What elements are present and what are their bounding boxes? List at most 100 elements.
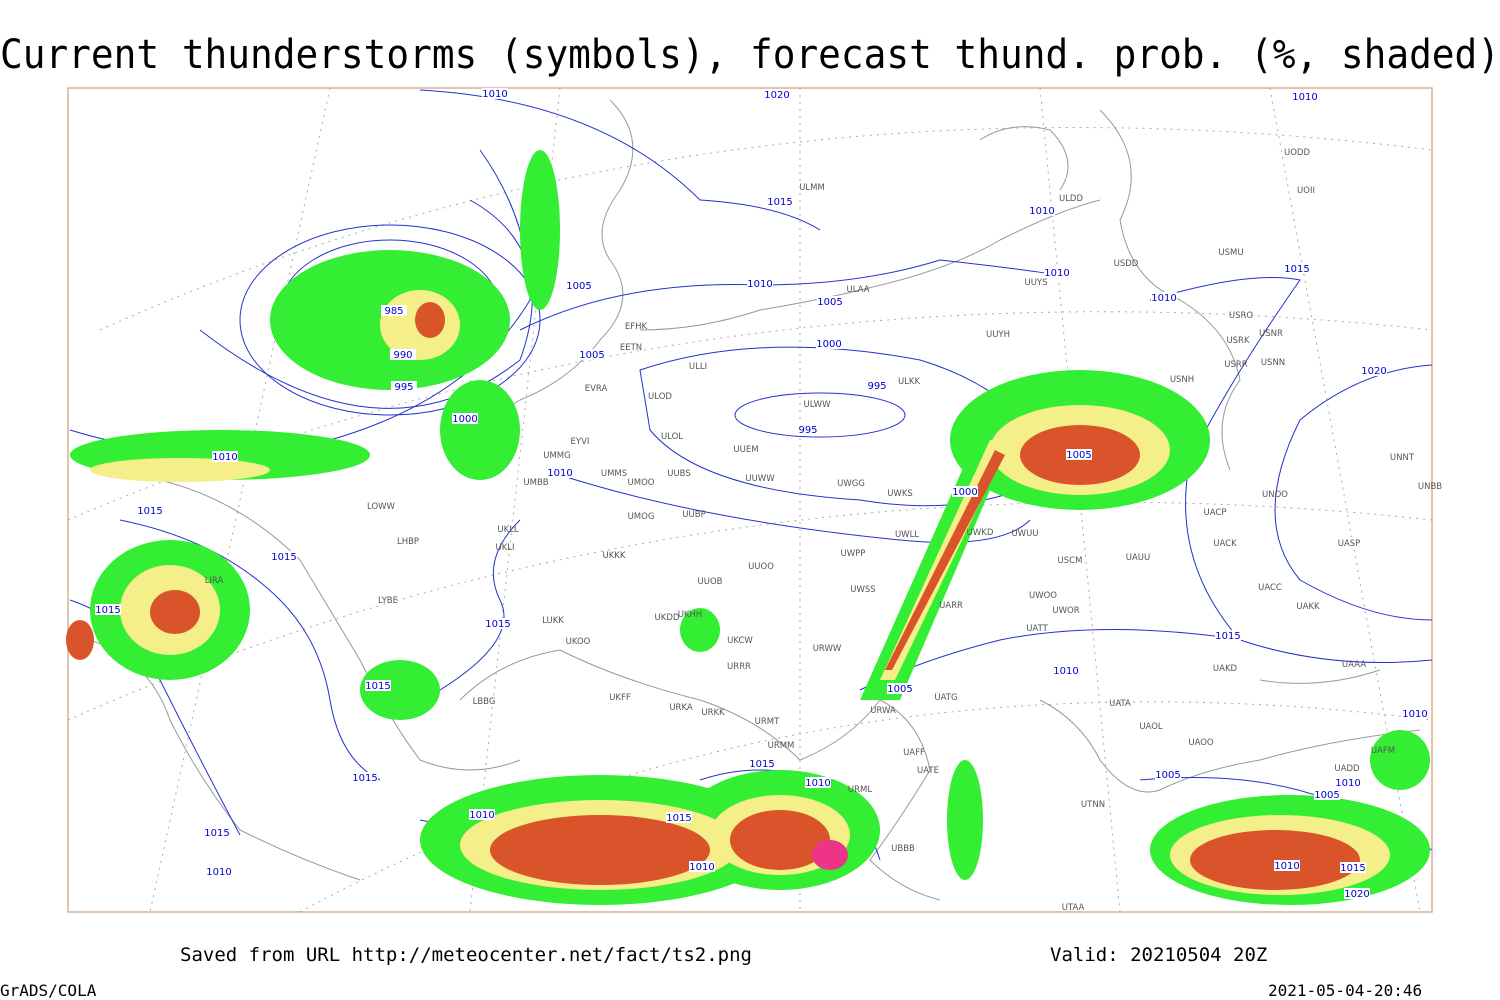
isobar-label-bg: [1292, 91, 1318, 102]
isobar-label: 995: [867, 381, 886, 392]
station-label: UMBB: [523, 478, 548, 488]
station-label: UACP: [1204, 508, 1227, 518]
station-label: ULWW: [804, 400, 832, 410]
isobar-label-bg: [1066, 449, 1092, 460]
station-label: UKCW: [727, 636, 753, 646]
isobar-label-bg: [579, 349, 605, 360]
footer-saved: Saved from URL http://meteocenter.net/fa…: [180, 944, 752, 966]
isobar-label: 1015: [137, 506, 162, 517]
station-label: UNNT: [1390, 453, 1415, 463]
isobar-label-bg: [817, 296, 843, 307]
isobar-label: 1010: [1029, 206, 1054, 217]
isobar-label: 1010: [1053, 666, 1078, 677]
station-label: UAFM: [1371, 746, 1395, 756]
isobar-label-bg: [767, 196, 793, 207]
coastlines: [89, 99, 1421, 901]
isobar-label: 1005: [1155, 770, 1180, 781]
isobar-label: 1010: [469, 810, 494, 821]
isobar-label-bg: [95, 604, 121, 615]
station-label: ULLI: [689, 362, 707, 372]
isobar-label-bg: [747, 278, 773, 289]
isobar-label: 1010: [747, 279, 772, 290]
station-label: LIRA: [205, 576, 224, 586]
station-label: UOII: [1297, 186, 1315, 196]
isobar-label-bg: [206, 866, 232, 877]
station-label: URKA: [669, 703, 693, 713]
isobar-label-bg: [864, 380, 890, 391]
station-label: UAFF: [903, 748, 925, 758]
station-label: UKKK: [603, 551, 626, 561]
station-label: EFHK: [625, 322, 648, 332]
isobar-label: 1015: [767, 197, 792, 208]
station-label: UKHH: [678, 610, 703, 620]
isobar-label: 1005: [1314, 790, 1339, 801]
isobar-label: 1015: [352, 773, 377, 784]
isobar-label: 1015: [271, 552, 296, 563]
isobar-label-bg: [485, 618, 511, 629]
station-label: UACK: [1213, 539, 1237, 549]
isobar-label: 1010: [805, 778, 830, 789]
station-label: USMU: [1218, 248, 1243, 258]
station-label: UWKD: [967, 528, 994, 538]
isobar-label-bg: [1340, 862, 1366, 873]
station-label: ULDD: [1059, 194, 1084, 204]
station-label: UUBP: [682, 510, 705, 520]
isobar-label-bg: [1274, 860, 1300, 871]
isobar-label: 1010: [1151, 293, 1176, 304]
footer-timestamp: 2021-05-04-20:46: [1268, 981, 1422, 1000]
station-label: URML: [848, 785, 872, 795]
station-label: UTNN: [1081, 800, 1105, 810]
station-label: UWGG: [837, 479, 865, 489]
station-label: UARR: [939, 601, 963, 611]
station-label: USRR: [1224, 360, 1248, 370]
isobar-label-bg: [1314, 789, 1340, 800]
station-label: UWPP: [841, 549, 866, 559]
station-label: UKLL: [497, 525, 519, 535]
isobar-label: 1015: [749, 759, 774, 770]
station-label: UUEM: [733, 445, 758, 455]
station-label: UMOO: [628, 478, 655, 488]
station-label: UAAA: [1342, 660, 1366, 670]
isobar-label: 1005: [887, 684, 912, 695]
station-label: LHBP: [397, 537, 419, 547]
isobar-label-bg: [469, 809, 495, 820]
footer-valid: Valid: 20210504 20Z: [1050, 944, 1267, 966]
isobar-label-bg: [482, 88, 508, 99]
station-label: UACC: [1258, 583, 1282, 593]
isobar-label: 995: [394, 382, 413, 393]
station-label: UATE: [917, 766, 939, 776]
isobar-label: 1005: [566, 281, 591, 292]
isobar-label-bg: [795, 424, 821, 435]
station-label: LYBE: [378, 596, 398, 606]
station-label: UBBB: [891, 844, 915, 854]
isobar-label: 1015: [1284, 264, 1309, 275]
isobar-label-bg: [689, 861, 715, 872]
station-label: EETN: [620, 343, 642, 353]
isobar-label: 1010: [1274, 861, 1299, 872]
station-label: UUBS: [667, 469, 691, 479]
isobar-label: 1005: [1066, 450, 1091, 461]
station-label: UMMG: [543, 451, 570, 461]
station-label: ULMM: [799, 183, 825, 193]
isobar-label-bg: [1151, 292, 1177, 303]
station-label: UTAA: [1062, 903, 1085, 913]
isobar-label: 1005: [579, 350, 604, 361]
station-label: UADD: [1334, 764, 1360, 774]
station-label: URWW: [813, 644, 842, 654]
station-label: UAKD: [1213, 664, 1238, 674]
isobar-label-bg: [1335, 777, 1361, 788]
station-label: UUYH: [986, 330, 1010, 340]
station-label: UAOO: [1188, 738, 1214, 748]
station-label: USNN: [1261, 358, 1285, 368]
isobar-label: 1015: [365, 681, 390, 692]
footer-software: GrADS/COLA: [0, 981, 97, 1000]
station-label: UKDD: [655, 613, 680, 623]
station-label: URMM: [768, 741, 795, 751]
station-label: UKFF: [609, 693, 631, 703]
station-label: UUOO: [748, 562, 774, 572]
isobar-label: 990: [393, 350, 412, 361]
isobar-label-bg: [452, 413, 478, 424]
station-label: UMOG: [628, 512, 655, 522]
